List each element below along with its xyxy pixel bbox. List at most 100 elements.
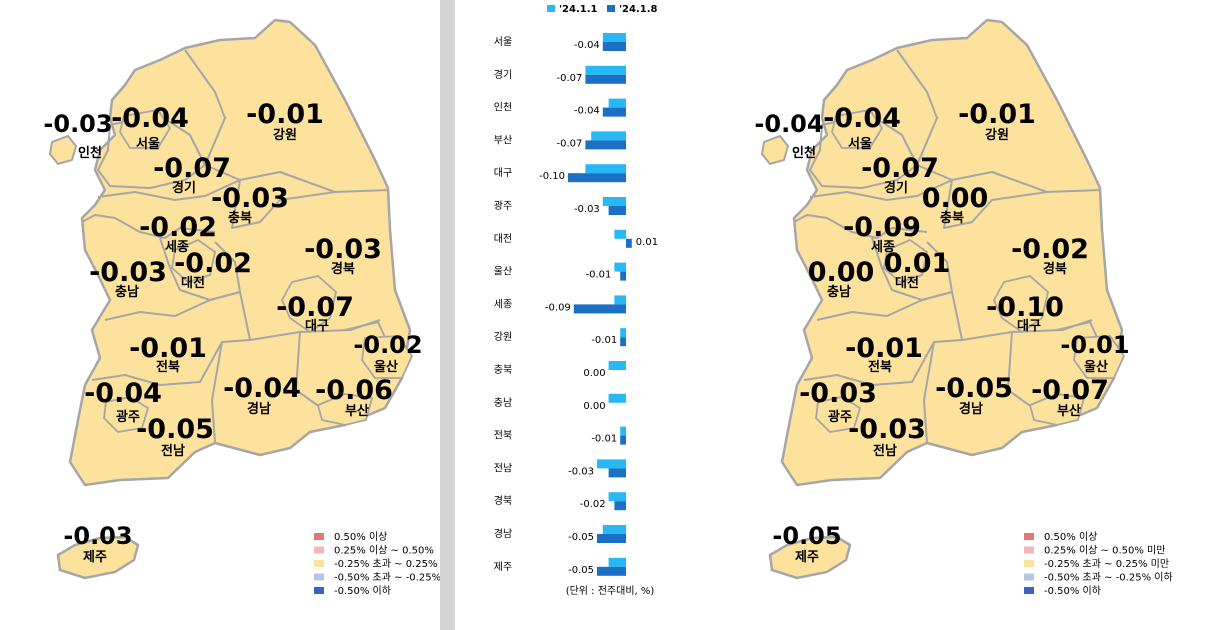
map-right-province-border-1 [809, 179, 953, 201]
value-label-경남: -0.05 [568, 532, 594, 543]
map-right-value-대전: 0.01 [884, 248, 951, 279]
map-right-legend-swatch-2 [1024, 560, 1034, 567]
map-left-legend-label-4: -0.50% 이하 [334, 584, 391, 597]
map-left-value-인천: -0.03 [43, 110, 112, 138]
map-left-label-전북: 전북 [156, 359, 180, 375]
map-left-value-경북: -0.03 [304, 234, 382, 265]
map-right-label-인천: 인천 [792, 145, 816, 161]
map-left-label-광주: 광주 [116, 410, 140, 425]
bar-chart-weekly-change: '24.1.1 '24.1.8 서울 -0.04 경기 -0.07 인천 -0.04 부산 -0.… [494, 4, 658, 597]
map-left-province-border-3 [81, 214, 216, 239]
bar-prev-인천 [608, 98, 626, 108]
bar-curr-경북 [614, 501, 626, 511]
category-label-광주: 광주 [494, 200, 512, 212]
map-right-city-border-2 [815, 396, 862, 433]
map-left-value-광주: -0.04 [84, 378, 162, 409]
map-right-legend-label-4: -0.50% 이하 [1044, 584, 1101, 597]
category-label-대구: 대구 [494, 167, 512, 179]
map-right-label-전남: 전남 [873, 443, 897, 459]
map-right-province-border-0 [896, 49, 1101, 193]
map-left-city-border-4 [361, 335, 414, 379]
map-left-label-경북: 경북 [331, 261, 355, 277]
value-label-경북: -0.02 [580, 499, 606, 510]
map-left-value-전북: -0.01 [129, 333, 207, 364]
bar-prev-전남 [597, 459, 626, 469]
map-left-province-border-8 [211, 341, 223, 444]
map-right-label-경기: 경기 [884, 180, 908, 196]
value-label-전북: -0.01 [591, 434, 617, 445]
map-right-value-광주: -0.03 [799, 378, 877, 409]
map-right-legend-swatch-0 [1024, 533, 1034, 540]
bar-curr-전남 [608, 468, 626, 478]
map-left-value-세종: -0.02 [139, 212, 217, 243]
map-left-label-충남: 충남 [115, 284, 139, 300]
map-right-value-전남: -0.03 [848, 414, 926, 445]
map-right-jeju-island [768, 535, 852, 580]
map-left-legend-label-3: -0.50% 초과 ~ -0.25% [334, 572, 440, 584]
map-left-province-border-1 [97, 179, 241, 201]
map-left-label-강원: 강원 [273, 127, 297, 143]
map-left-province-border-2 [231, 179, 336, 229]
bar-curr-인천 [602, 107, 626, 117]
category-label-서울: 서울 [494, 36, 512, 48]
map-left-value-경남: -0.04 [223, 373, 301, 404]
legend-label-prev: '24.1.1 [559, 4, 598, 15]
map-right-value-전북: -0.01 [845, 333, 923, 364]
map-right-label-세종: 세종 [871, 240, 895, 255]
bar-prev-울산 [614, 262, 626, 272]
legend-label-curr: '24.1.8 [619, 4, 658, 15]
map-left-value-충북: -0.03 [211, 183, 289, 214]
map-right-legend-swatch-1 [1024, 546, 1034, 554]
map-left-label-인천: 인천 [78, 145, 102, 161]
value-label-인천: -0.04 [574, 106, 600, 117]
map-left-legend-label-2: -0.25% 초과 ~ 0.25% [334, 558, 437, 570]
value-label-충북: 0.00 [583, 368, 605, 379]
map-left-jeju-island [56, 535, 140, 580]
category-label-제주: 제주 [494, 561, 512, 573]
map-left-legend-swatch-1 [314, 546, 324, 554]
category-label-강원: 강원 [494, 331, 512, 343]
category-label-경기: 경기 [494, 68, 512, 81]
map-left-value-울산: -0.02 [353, 331, 422, 359]
map-left-city-border-0 [119, 109, 172, 149]
map-left-legend-label-1: 0.25% 이상 ~ 0.50% [334, 545, 434, 557]
category-label-전남: 전남 [494, 462, 512, 474]
map-right-value-울산: -0.01 [1060, 331, 1129, 359]
map-left-city-border-2 [103, 396, 150, 433]
bar-prev-대구 [585, 164, 626, 174]
map-right-legend-swatch-4 [1024, 587, 1034, 594]
map-right-incheon-island [760, 134, 790, 166]
bar-curr-경기 [585, 74, 626, 84]
bar-prev-강원 [620, 328, 626, 338]
bar-curr-부산 [585, 140, 626, 150]
map-right-province-border-8 [923, 341, 935, 444]
category-label-충북: 충북 [494, 364, 512, 376]
category-label-경남: 경남 [494, 527, 512, 540]
category-label-전북: 전북 [494, 430, 512, 442]
map-left-province-border-6 [104, 291, 241, 321]
map-left-legend-swatch-0 [314, 533, 324, 540]
value-label-대구: -0.10 [539, 171, 565, 182]
map-left-label-전남: 전남 [161, 443, 185, 459]
value-label-대전: 0.01 [636, 237, 658, 248]
map-left-label-제주: 제주 [83, 550, 107, 565]
value-label-경기: -0.07 [557, 73, 583, 84]
value-label-울산: -0.01 [586, 270, 612, 281]
map-left-value-제주: -0.03 [63, 522, 132, 550]
map-left-label-경남: 경남 [247, 401, 271, 417]
map-left-label-서울: 서울 [136, 136, 160, 152]
map-right-label-부산: 부산 [1057, 403, 1081, 419]
map-left-value-강원: -0.01 [246, 99, 324, 130]
category-label-인천: 인천 [494, 102, 512, 114]
bar-curr-대전 [626, 238, 632, 248]
bar-curr-서울 [602, 42, 626, 51]
map-left-label-경기: 경기 [172, 180, 196, 196]
value-label-부산: -0.07 [557, 138, 583, 149]
map-right-label-경북: 경북 [1043, 261, 1067, 277]
bar-curr-제주 [597, 566, 626, 576]
map-left-land-group [48, 18, 414, 580]
value-label-제주: -0.05 [568, 565, 594, 576]
map-left-legend-swatch-3 [314, 573, 324, 581]
